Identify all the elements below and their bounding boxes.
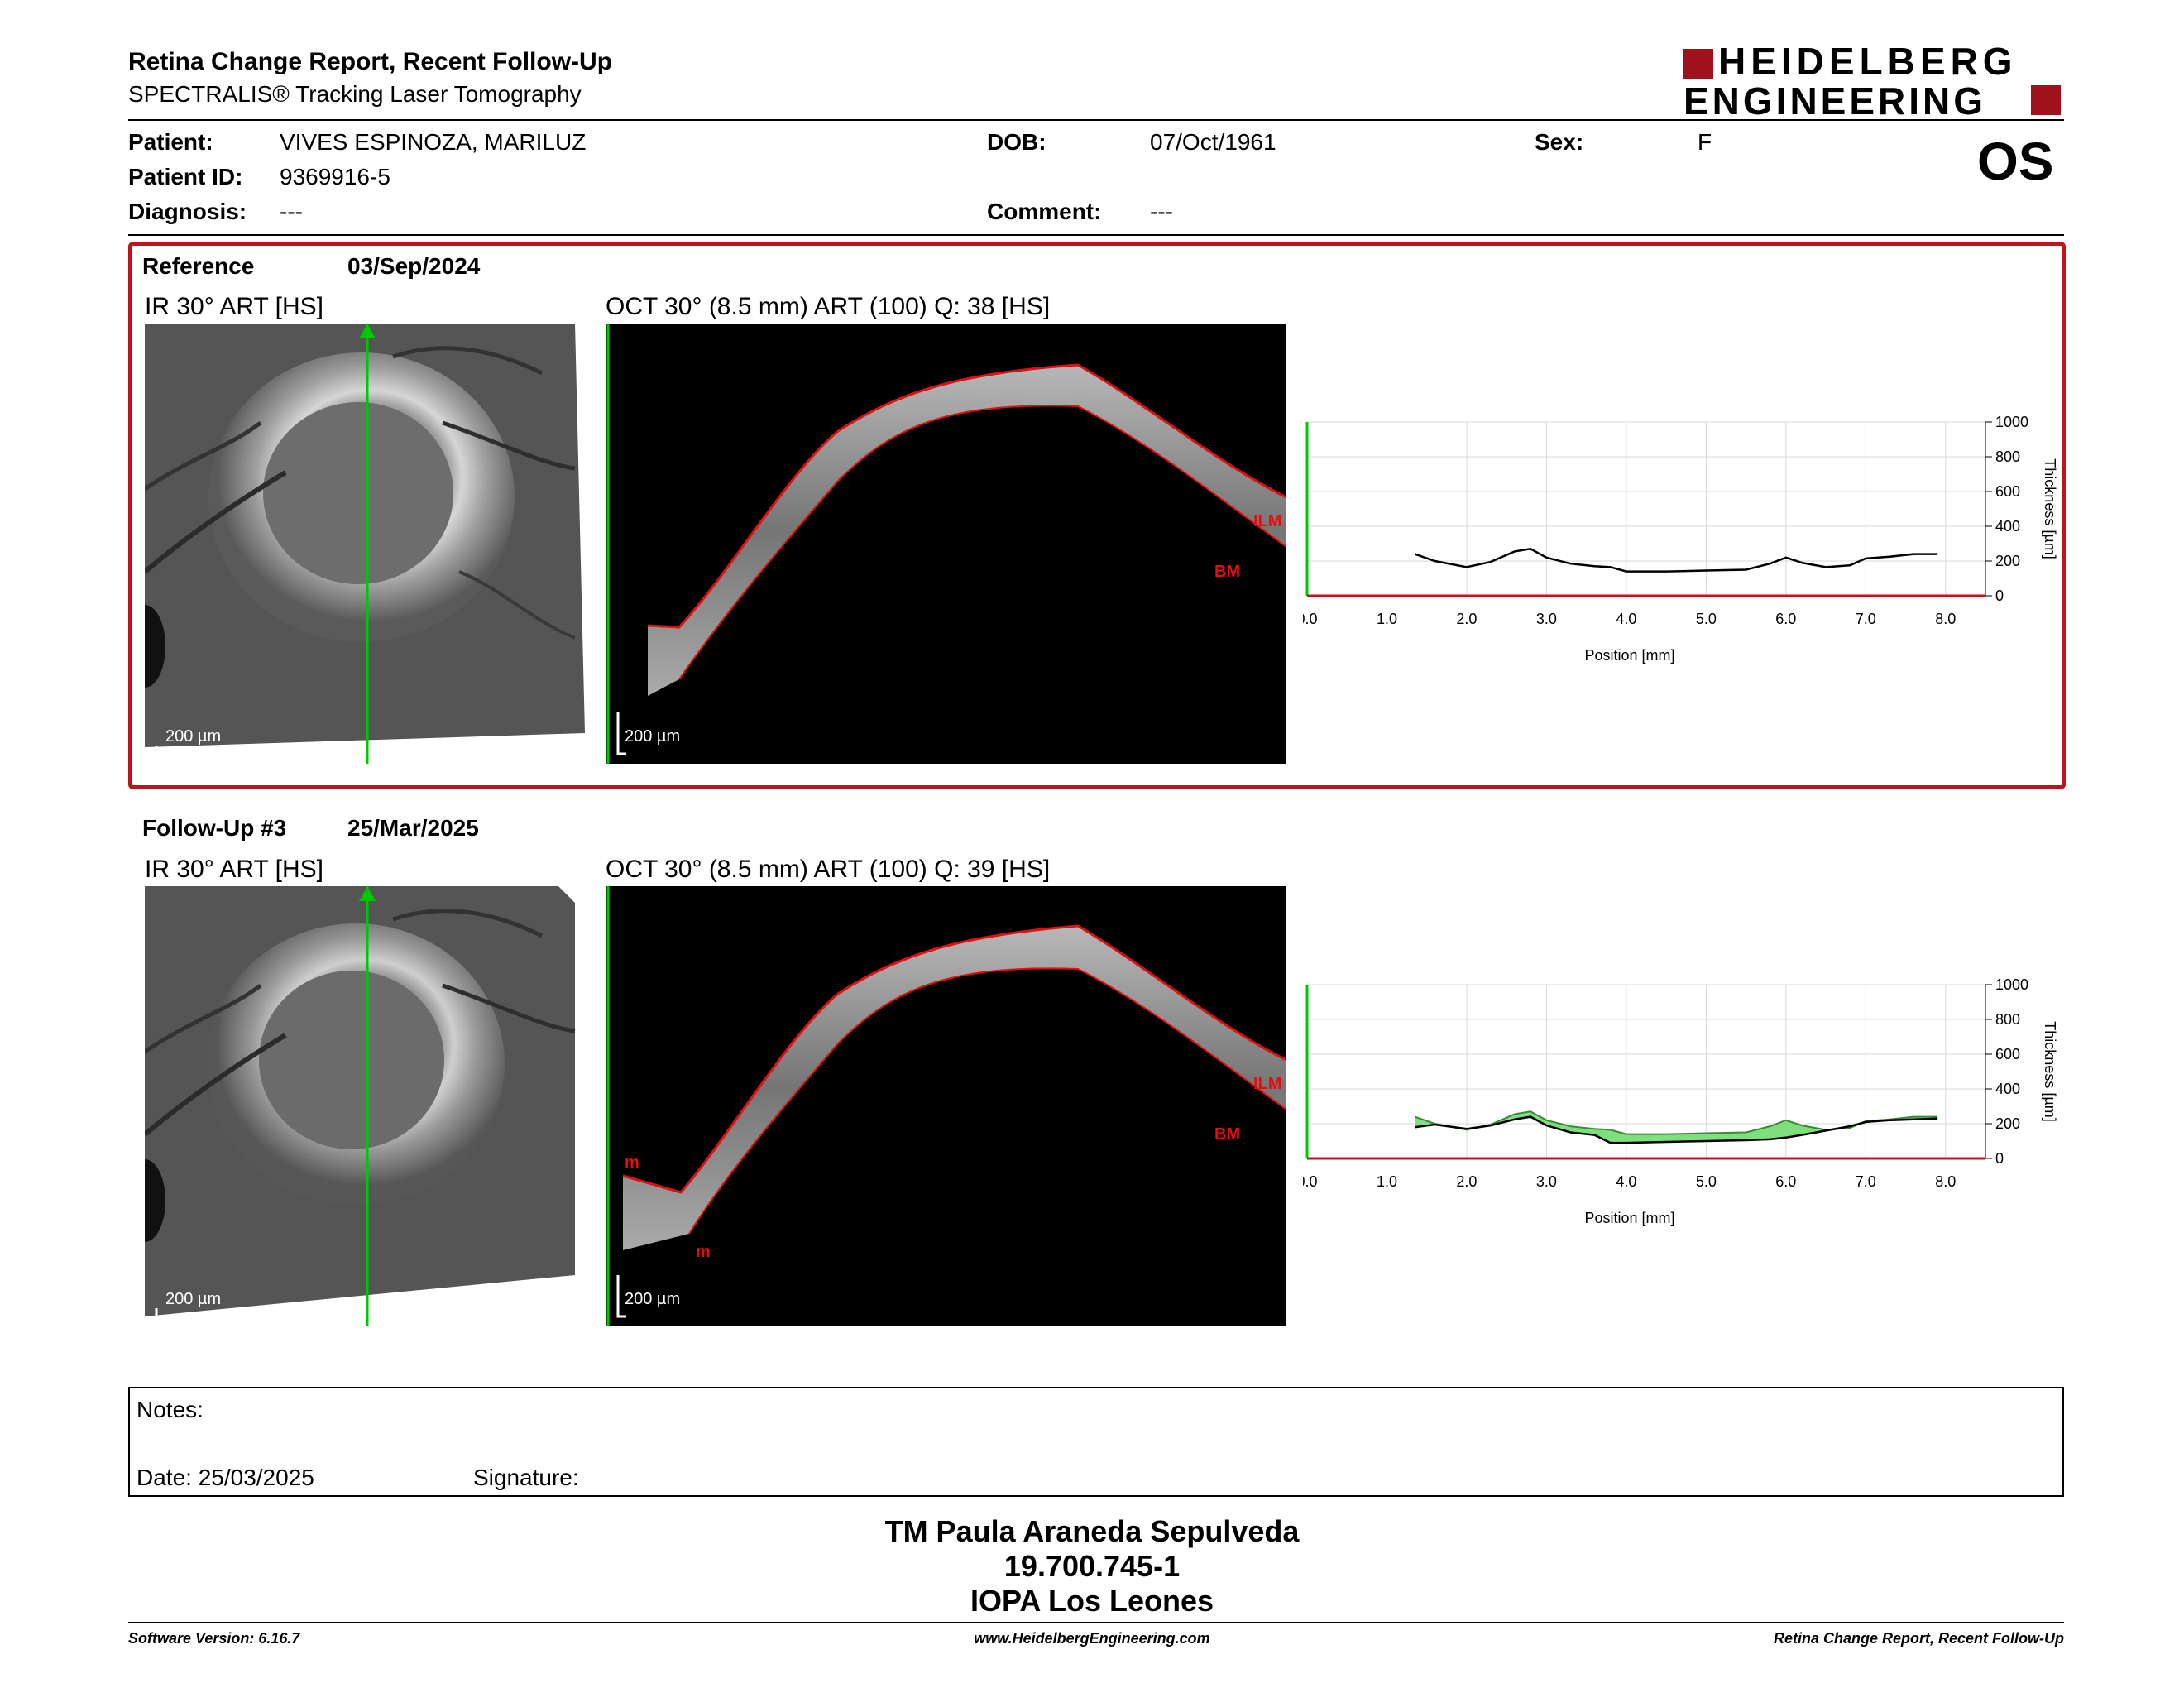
followup-ir-image[interactable]: 200 µm <box>145 886 585 1326</box>
heidelberg-logo: HEIDELBERG ENGINEERING <box>1684 41 2064 122</box>
reference-ilm-label: ILM <box>1253 512 1281 530</box>
followup-label: Follow-Up #3 <box>142 815 287 841</box>
followup-marker-top: m <box>625 1153 639 1172</box>
chart1-x-tick-label: 5.0 <box>1696 1173 1717 1190</box>
chart1-x-tick-label: 4.0 <box>1616 1173 1636 1190</box>
notes-date: Date: 25/03/2025 <box>136 1465 314 1490</box>
chart0-series-line <box>1414 547 1938 573</box>
chart0-plot-area <box>1306 421 1986 597</box>
chart0-x-tick-label: 6.0 <box>1775 611 1796 627</box>
chart0-y-tick-label: 400 <box>1995 518 2020 535</box>
reference-oct-scale: 200 µm <box>625 727 681 746</box>
software-version: Software Version: 6.16.7 <box>128 1630 300 1647</box>
chart0-x-tick-label: 3.0 <box>1536 611 1557 627</box>
reference-ir-image[interactable]: 200 µm <box>145 324 585 764</box>
chart0-x-axis-label: Position [mm] <box>1584 647 1674 664</box>
signer-org: IOPA Los Leones <box>970 1584 1214 1618</box>
reference-oct-title: OCT 30° (8.5 mm) ART (100) Q: 38 [HS] <box>606 293 1051 320</box>
chart1-y-tick-label: 200 <box>1995 1115 2020 1132</box>
chart1-x-tick-label: 1.0 <box>1377 1173 1397 1190</box>
sex-value: F <box>1698 129 1712 155</box>
followup-oct-scale: 200 µm <box>625 1290 681 1308</box>
website-link[interactable]: www.HeidelbergEngineering.com <box>974 1630 1210 1647</box>
chart0-y-tick-label: 200 <box>1995 553 2020 569</box>
eye-indicator: OS <box>1977 132 2054 191</box>
reference-bm-label: BM <box>1214 563 1240 581</box>
chart1-plot-area <box>1306 984 1986 1159</box>
chart1-y-axis-label: Thickness [µm] <box>2042 1021 2058 1121</box>
report-title: Retina Change Report, Recent Follow-Up <box>128 48 613 75</box>
signer-id: 19.700.745-1 <box>1003 1549 1181 1583</box>
chart1-x-axis-label: Position [mm] <box>1584 1210 1674 1226</box>
followup-ilm-label: ILM <box>1253 1075 1281 1093</box>
chart0-x-tick-label: 0.0 <box>1303 611 1318 627</box>
chart0-y-tick-label: 800 <box>1995 448 2020 465</box>
patient-id-label: Patient ID: <box>128 164 243 189</box>
chart0-y-tick-label: 1000 <box>1995 414 2028 430</box>
chart0-y-axis-label: Thickness [µm] <box>2042 458 2058 559</box>
chart1-y-tick-label: 1000 <box>1995 976 2028 993</box>
chart1-x-tick-label: 6.0 <box>1775 1173 1796 1190</box>
footer-report-name: Retina Change Report, Recent Follow-Up <box>1773 1630 2064 1647</box>
patient-divider <box>128 234 2064 236</box>
chart0-x-tick-label: 7.0 <box>1856 611 1876 627</box>
chart0-y-tick-label: 600 <box>1995 483 2020 500</box>
chart0-x-tick-label: 4.0 <box>1616 611 1636 627</box>
dob-value: 07/Oct/1961 <box>1150 129 1276 155</box>
logo-square-icon <box>2031 85 2061 115</box>
logo-line2: ENGINEERING <box>1684 79 1987 122</box>
reference-ir-title: IR 30° ART [HS] <box>145 293 323 320</box>
followup-oct-image[interactable]: ILM BM m m 200 µm <box>606 886 1286 1326</box>
patient-id: 9369916-5 <box>280 164 390 189</box>
followup-ir-scale: 200 µm <box>165 1290 222 1308</box>
reference-thickness-chart: 0.0 1.0 2.0 3.0 4.0 5.0 6.0 7.0 8.0 0 200 400 600 800… <box>1303 414 2058 664</box>
followup-ir-title: IR 30° ART [HS] <box>145 856 323 883</box>
patient-name: VIVES ESPINOZA, MARILUZ <box>280 129 587 155</box>
reference-ir-scale: 200 µm <box>165 727 222 746</box>
notes-label: Notes: <box>136 1397 204 1422</box>
chart1-x-tick-label: 7.0 <box>1856 1173 1876 1190</box>
chart1-x-tick-label: 2.0 <box>1456 1173 1477 1190</box>
followup-bm-label: BM <box>1214 1125 1240 1144</box>
chart0-x-tick-label: 8.0 <box>1935 611 1956 627</box>
followup-oct-title: OCT 30° (8.5 mm) ART (100) Q: 39 [HS] <box>606 856 1051 883</box>
signer-name: TM Paula Araneda Sepulveda <box>884 1514 1300 1548</box>
signature-label: Signature: <box>473 1465 579 1490</box>
chart1-y-tick-label: 800 <box>1995 1011 2020 1028</box>
logo-line1: HEIDELBERG <box>1718 40 2018 83</box>
comment-label: Comment: <box>987 199 1102 224</box>
followup-thickness-chart: 0.0 1.0 2.0 3.0 4.0 5.0 6.0 7.0 8.0 0 200 400 600 800… <box>1303 976 2058 1226</box>
dob-label: DOB: <box>987 129 1046 155</box>
sex-label: Sex: <box>1535 129 1584 155</box>
chart1-x-tick-label: 3.0 <box>1536 1173 1557 1190</box>
chart1-change-area <box>1415 1111 1938 1144</box>
followup-date: 25/Mar/2025 <box>347 815 479 841</box>
chart0-x-tick-label: 2.0 <box>1456 611 1477 627</box>
chart1-y-tick-label: 400 <box>1995 1081 2020 1097</box>
chart1-x-tick-label: 8.0 <box>1935 1173 1956 1190</box>
header-divider <box>128 119 2064 121</box>
chart1-series-followup-line <box>1415 1115 1938 1144</box>
diagnosis-value: --- <box>280 199 303 224</box>
reference-date: 03/Sep/2024 <box>347 253 481 279</box>
chart0-x-tick-label: 5.0 <box>1696 611 1717 627</box>
reference-oct-image[interactable]: ILM BM 200 µm <box>606 324 1286 764</box>
patient-label: Patient: <box>128 129 213 155</box>
chart1-x-tick-label: 0.0 <box>1303 1173 1318 1190</box>
footer-divider <box>128 1622 2064 1623</box>
logo-square-icon <box>1684 49 1713 79</box>
diagnosis-label: Diagnosis: <box>128 199 247 224</box>
reference-frame <box>128 242 2066 789</box>
chart1-y-tick-label: 0 <box>1995 1150 2004 1167</box>
chart1-y-tick-label: 600 <box>1995 1046 2020 1062</box>
notes-box[interactable]: Notes: Date: 25/03/2025 Signature: <box>128 1387 2064 1497</box>
chart0-x-tick-label: 1.0 <box>1377 611 1397 627</box>
reference-label: Reference <box>142 253 255 279</box>
report-subtitle: SPECTRALIS® Tracking Laser Tomography <box>128 81 582 107</box>
followup-marker-bottom: m <box>696 1243 711 1261</box>
chart0-y-tick-label: 0 <box>1995 587 2004 604</box>
comment-value: --- <box>1150 199 1173 224</box>
